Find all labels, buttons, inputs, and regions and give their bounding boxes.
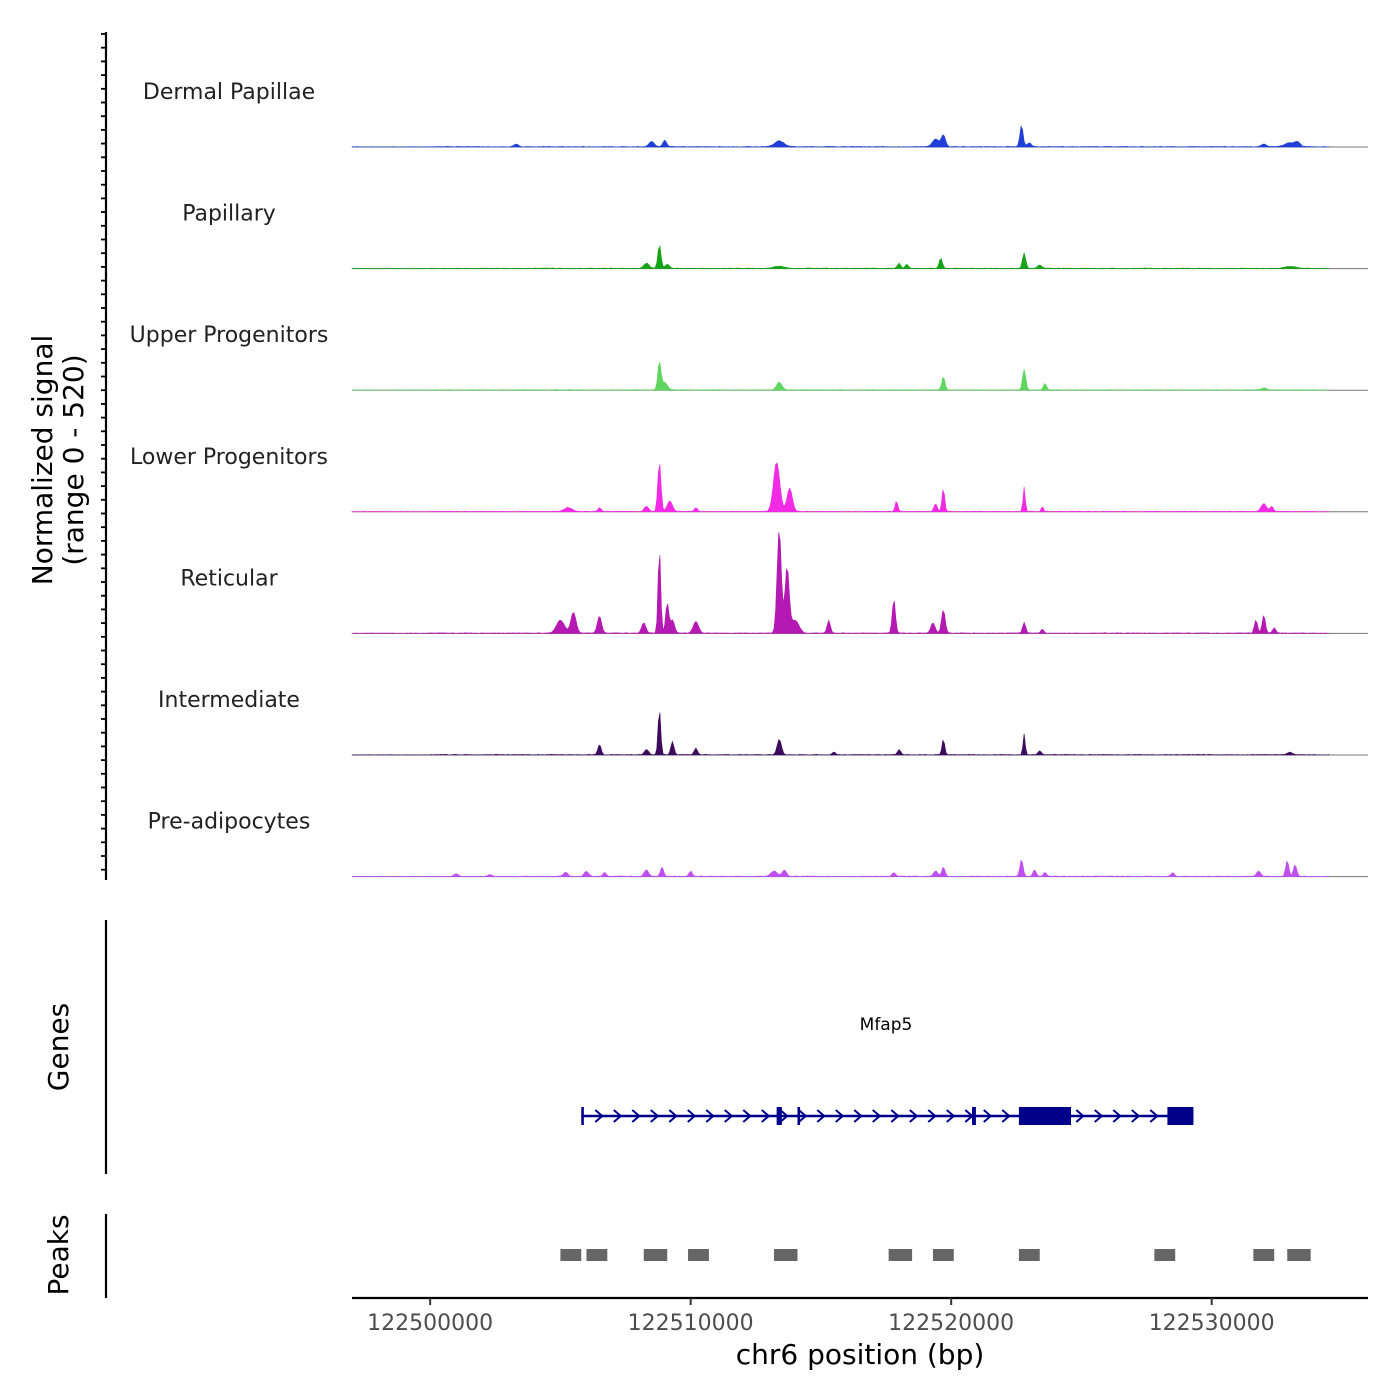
track-label: Dermal Papillae [143,80,315,105]
gene-exon [776,1107,782,1125]
x-axis-ticks: 122500000 122510000 122520000 122530000 [367,1298,1275,1336]
gene-exon [972,1107,976,1125]
track-label: Upper Progenitors [130,323,329,348]
track-intermediate: Intermediate [158,688,1368,756]
strand-arrow [853,1109,863,1123]
strand-arrow [1149,1109,1159,1123]
peak-regions [560,1249,1311,1261]
strand-arrow [705,1109,715,1123]
strand-arrow [724,1109,734,1123]
strand-arrow [594,1109,604,1123]
track-pre-adipocytes: Pre-adipocytes [148,810,1368,878]
strand-arrow [761,1109,771,1123]
track-label: Reticular [180,566,278,591]
strand-arrow [835,1109,845,1123]
peak-region [1253,1249,1275,1261]
gene-exon [797,1107,801,1125]
coverage-area [351,245,1330,269]
strand-arrow [927,1109,937,1123]
strand-arrow [983,1109,993,1123]
peak-region [888,1249,913,1261]
strand-arrow [946,1109,956,1123]
strand-arrow [1075,1109,1085,1123]
gene-name-label: Mfap5 [860,1015,913,1035]
strand-arrow [742,1109,752,1123]
x-tick-label: 122510000 [628,1311,754,1336]
peak-region [1018,1249,1040,1261]
strand-arrow [872,1109,882,1123]
track-lower-progenitors: Lower Progenitors [130,445,1368,513]
peak-region [1154,1249,1176,1261]
peak-region [643,1249,668,1261]
track-upper-progenitors: Upper Progenitors [130,323,1368,391]
gene-exon [1167,1107,1194,1125]
strand-arrow [1094,1109,1104,1123]
coverage-area [351,712,1330,756]
strand-arrow [798,1109,808,1123]
strand-arrow [1131,1109,1141,1123]
coverage-area [351,361,1330,391]
coverage-area [351,532,1330,634]
peak-region [688,1249,709,1261]
gene-exon [1018,1107,1072,1125]
x-axis-title: chr6 position (bp) [736,1338,985,1371]
strand-arrow [650,1109,660,1123]
peak-region [932,1249,954,1261]
track-reticular: Reticular [180,532,1368,634]
gene-exon [581,1107,584,1125]
strand-arrow [816,1109,826,1123]
y-axis-range-label: (range 0 - 520) [57,354,90,565]
track-label: Papillary [182,202,276,227]
track-label: Pre-adipocytes [148,810,311,835]
track-dermal-papillae: Dermal Papillae [143,80,1368,148]
strand-arrow [779,1109,789,1123]
gene-model [581,1107,1194,1125]
strand-arrow [1001,1109,1011,1123]
peak-region [586,1249,608,1261]
y-axis-title: Normalized signal [26,335,59,586]
genes-track-label: Genes [42,1003,75,1091]
track-label: Lower Progenitors [130,445,328,470]
peaks-track-label: Peaks [42,1214,75,1295]
strand-arrow [890,1109,900,1123]
strand-arrow [687,1109,697,1123]
strand-arrow [613,1109,623,1123]
coverage-tracks: Dermal Papillae Papillary Upper Progenitor… [130,80,1368,878]
track-label: Intermediate [158,688,300,713]
x-tick-label: 122500000 [367,1311,493,1336]
track-papillary: Papillary [182,202,1368,270]
strand-arrow [668,1109,678,1123]
coverage-area [351,859,1330,877]
coverage-y-ticks [101,33,106,871]
coverage-area [351,125,1330,148]
peak-region [774,1249,798,1261]
peak-region [560,1249,582,1261]
coverage-area [351,462,1330,513]
x-tick-label: 122520000 [888,1311,1014,1336]
strand-arrow [909,1109,919,1123]
strand-arrow [1112,1109,1122,1123]
strand-arrow [631,1109,641,1123]
x-tick-label: 122530000 [1149,1311,1275,1336]
peak-region [1287,1249,1311,1261]
